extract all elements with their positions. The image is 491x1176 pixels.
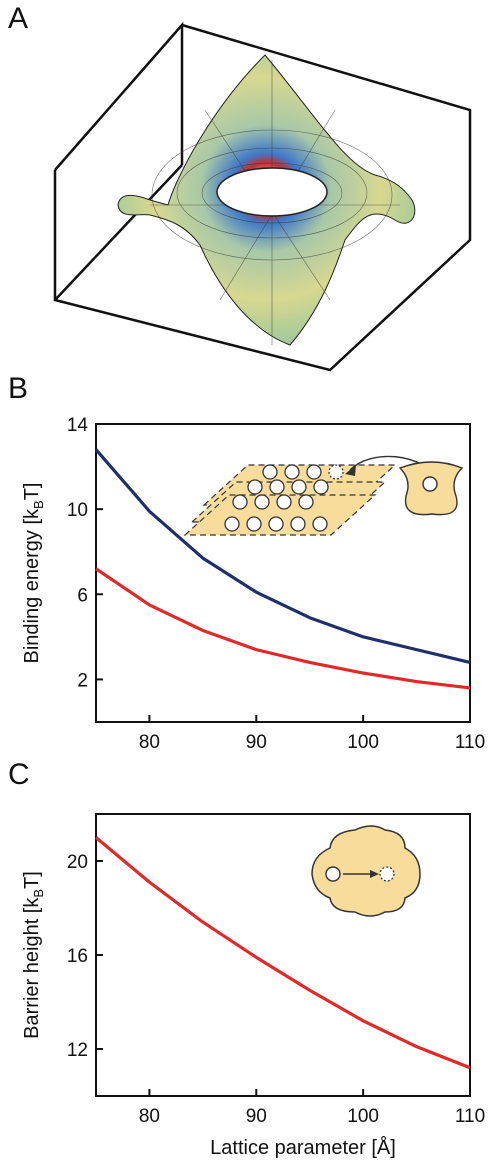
lattice-molecule <box>284 464 300 480</box>
y-axis-title-sub: B <box>31 889 46 898</box>
series-line-0 <box>94 448 471 664</box>
y-tick-label: 16 <box>67 946 88 967</box>
lattice-molecule <box>262 464 278 480</box>
lattice-molecule <box>232 494 248 510</box>
y-tick-label: 6 <box>77 585 88 606</box>
series-line-0 <box>94 836 471 1070</box>
transfer-arrowhead <box>345 465 356 476</box>
surface-mesh <box>150 60 400 345</box>
panel-letter-b: B <box>8 372 29 405</box>
lattice-molecule <box>306 464 322 480</box>
panel-letter-a: A <box>8 2 29 35</box>
y-axis-title: Barrier height [kBT] <box>21 871 46 1039</box>
lattice-molecule <box>246 516 262 532</box>
y-axis-title-tail: T] <box>21 871 43 889</box>
lattice-molecule <box>298 494 314 510</box>
x-tick-label: 80 <box>139 1106 160 1127</box>
lattice-molecule <box>224 516 240 532</box>
shift-arrowhead <box>370 870 379 878</box>
chart-b: 80 90 100 110 2 6 10 14 Binding energy [kBT] <box>21 415 485 753</box>
panel-letter-c: C <box>8 758 30 791</box>
surface-plot-a <box>53 21 472 372</box>
vacancy-site <box>328 464 344 480</box>
lattice-molecule <box>291 479 307 495</box>
lattice-molecule <box>247 479 263 495</box>
x-axis-title: Lattice parameter [Å] <box>210 1136 396 1159</box>
lattice-molecule <box>276 494 292 510</box>
lattice-molecule <box>268 516 284 532</box>
x-tick-label: 110 <box>455 732 485 753</box>
y-axis-title: Binding energy [kBT] <box>21 483 46 664</box>
x-tick-label: 110 <box>455 1106 485 1127</box>
protein-molecule <box>325 866 341 882</box>
lattice-molecule <box>312 516 328 532</box>
series-line-1 <box>95 567 471 690</box>
y-tick-label: 2 <box>77 670 88 691</box>
surface-hole <box>216 167 328 217</box>
x-tick-label: 100 <box>347 1106 379 1127</box>
vacancy-site <box>379 866 395 882</box>
plot-frame <box>95 423 471 723</box>
protein-molecule <box>422 476 438 492</box>
y-tick-label: 12 <box>67 1040 88 1061</box>
lattice-molecule <box>313 479 329 495</box>
y-axis-title-main: Binding energy [k <box>21 508 43 664</box>
x-tick-label: 100 <box>347 732 379 753</box>
y-tick-label: 10 <box>67 500 88 521</box>
x-tick-label: 90 <box>246 732 267 753</box>
y-tick-label: 20 <box>67 852 88 873</box>
y-axis-title-main: Barrier height [k <box>21 897 43 1039</box>
lattice-molecule <box>269 479 285 495</box>
chart-c: 80 90 100 110 12 16 20 Barrier height [kBT] Latt… <box>21 813 485 1159</box>
inset-lattice-diagram <box>183 455 464 536</box>
lattice-molecule <box>290 516 306 532</box>
inset-barrier-diagram <box>311 825 421 917</box>
y-axis-title-tail: T] <box>21 483 43 501</box>
x-tick-label: 90 <box>246 1106 267 1127</box>
protein-shape <box>311 825 421 917</box>
bounding-box <box>53 21 472 372</box>
y-axis-title-sub: B <box>31 500 46 509</box>
x-tick-label: 80 <box>139 732 160 753</box>
y-tick-label: 14 <box>67 415 89 436</box>
lattice-molecule <box>254 494 270 510</box>
